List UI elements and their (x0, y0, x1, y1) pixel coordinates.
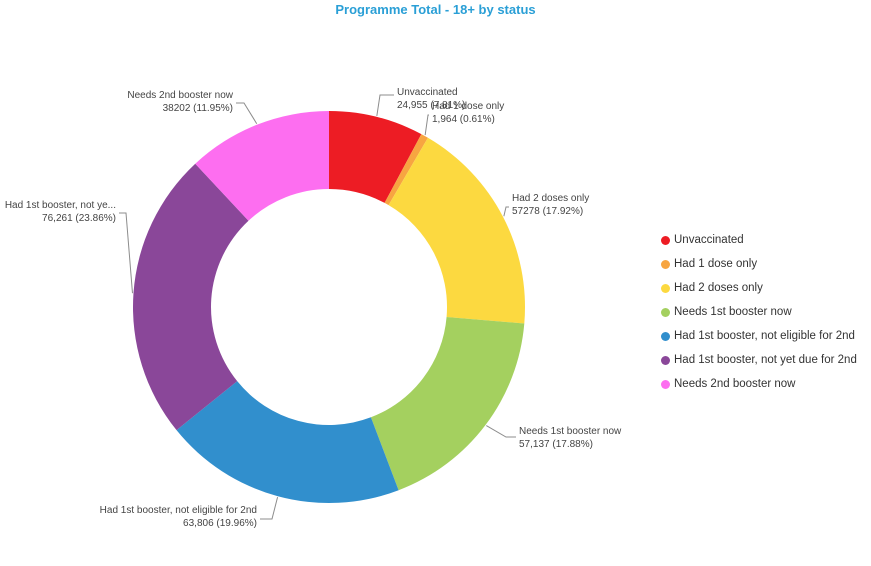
legend-label: Had 2 doses only (674, 282, 763, 294)
legend-swatch-icon (661, 307, 670, 317)
legend-swatch-icon (661, 283, 670, 293)
leader-line-needs-2nd-booster-now (236, 102, 258, 124)
data-label-value-needs-1st-booster-now: 57,137 (17.88%) (519, 439, 593, 450)
legend-label: Needs 2nd booster now (674, 378, 796, 390)
legend-swatch-icon (661, 259, 670, 269)
legend-item-unvaccinated[interactable]: Unvaccinated (661, 228, 857, 252)
data-label-name-had-1st-booster-not-yet-due-for-2nd: Had 1st booster, not ye... (5, 200, 116, 211)
legend-item-had-2-doses-only[interactable]: Had 2 doses only (661, 276, 857, 300)
leader-line-had-1st-booster-not-yet-due-for-2nd (119, 212, 133, 294)
legend-item-had-1st-booster-not-eligible-for-2nd[interactable]: Had 1st booster, not eligible for 2nd (661, 324, 857, 348)
data-label-value-had-1st-booster-not-yet-due-for-2nd: 76,261 (23.86%) (42, 213, 116, 224)
data-label-value-had-1st-booster-not-eligible-for-2nd: 63,806 (19.96%) (183, 518, 257, 529)
legend-item-needs-1st-booster-now[interactable]: Needs 1st booster now (661, 300, 857, 324)
slice-needs-2nd-booster-now[interactable] (195, 110, 329, 221)
legend-swatch-icon (661, 235, 670, 245)
legend-label: Had 1 dose only (674, 258, 758, 270)
legend: Unvaccinated Had 1 dose only Had 2 doses o… (661, 228, 857, 396)
legend-label: Had 1st booster, not yet due for 2nd (674, 354, 857, 366)
legend-swatch-icon (661, 331, 670, 341)
legend-item-had-1st-booster-not-yet-due-for-2nd[interactable]: Had 1st booster, not yet due for 2nd (661, 348, 857, 372)
legend-item-had-1-dose-only[interactable]: Had 1 dose only (661, 252, 857, 276)
slice-had-2-doses-only[interactable] (388, 137, 525, 324)
legend-swatch-icon (661, 355, 670, 365)
slice-had-1-dose-only[interactable] (384, 134, 428, 206)
donut-slices (133, 110, 525, 503)
legend-label: Unvaccinated (674, 234, 744, 246)
slice-had-1st-booster-not-yet-due-for-2nd[interactable] (133, 163, 249, 431)
data-label-value-needs-2nd-booster-now: 38202 (11.95%) (163, 103, 233, 114)
data-label-name-had-1-dose-only: Had 1 dose only (432, 101, 504, 112)
data-label-name-needs-2nd-booster-now: Needs 2nd booster now (127, 90, 233, 101)
data-label-name-needs-1st-booster-now: Needs 1st booster now (519, 426, 622, 437)
legend-swatch-icon (661, 379, 670, 389)
chart-title: Programme Total - 18+ by status (335, 2, 536, 17)
data-label-value-had-1-dose-only: 1,964 (0.61%) (432, 114, 495, 125)
legend-label: Had 1st booster, not eligible for 2nd (674, 330, 855, 342)
leader-line-had-1st-booster-not-eligible-for-2nd (260, 497, 279, 520)
data-label-name-had-2-doses-only: Had 2 doses only (512, 193, 589, 204)
legend-item-needs-2nd-booster-now[interactable]: Needs 2nd booster now (661, 372, 857, 396)
slice-labels: Unvaccinated 24,955 (7.81%)Had 1 dose onl… (5, 87, 622, 529)
slice-had-1st-booster-not-eligible-for-2nd[interactable] (176, 381, 399, 503)
leader-line-had-1-dose-only (424, 114, 429, 136)
legend-label: Needs 1st booster now (674, 306, 792, 318)
data-label-value-unvaccinated: 24,955 (7.81%) (397, 100, 465, 111)
leader-line-needs-1st-booster-now (486, 425, 516, 438)
data-label-value-had-2-doses-only: 57278 (17.92%) (512, 206, 583, 217)
slice-needs-1st-booster-now[interactable] (370, 316, 525, 491)
data-label-name-unvaccinated: Unvaccinated (397, 87, 458, 98)
leader-line-had-2-doses-only (503, 206, 509, 217)
leader-line-unvaccinated (376, 94, 394, 116)
slice-unvaccinated[interactable] (329, 111, 422, 203)
data-label-name-had-1st-booster-not-eligible-for-2nd: Had 1st booster, not eligible for 2nd (100, 505, 257, 516)
